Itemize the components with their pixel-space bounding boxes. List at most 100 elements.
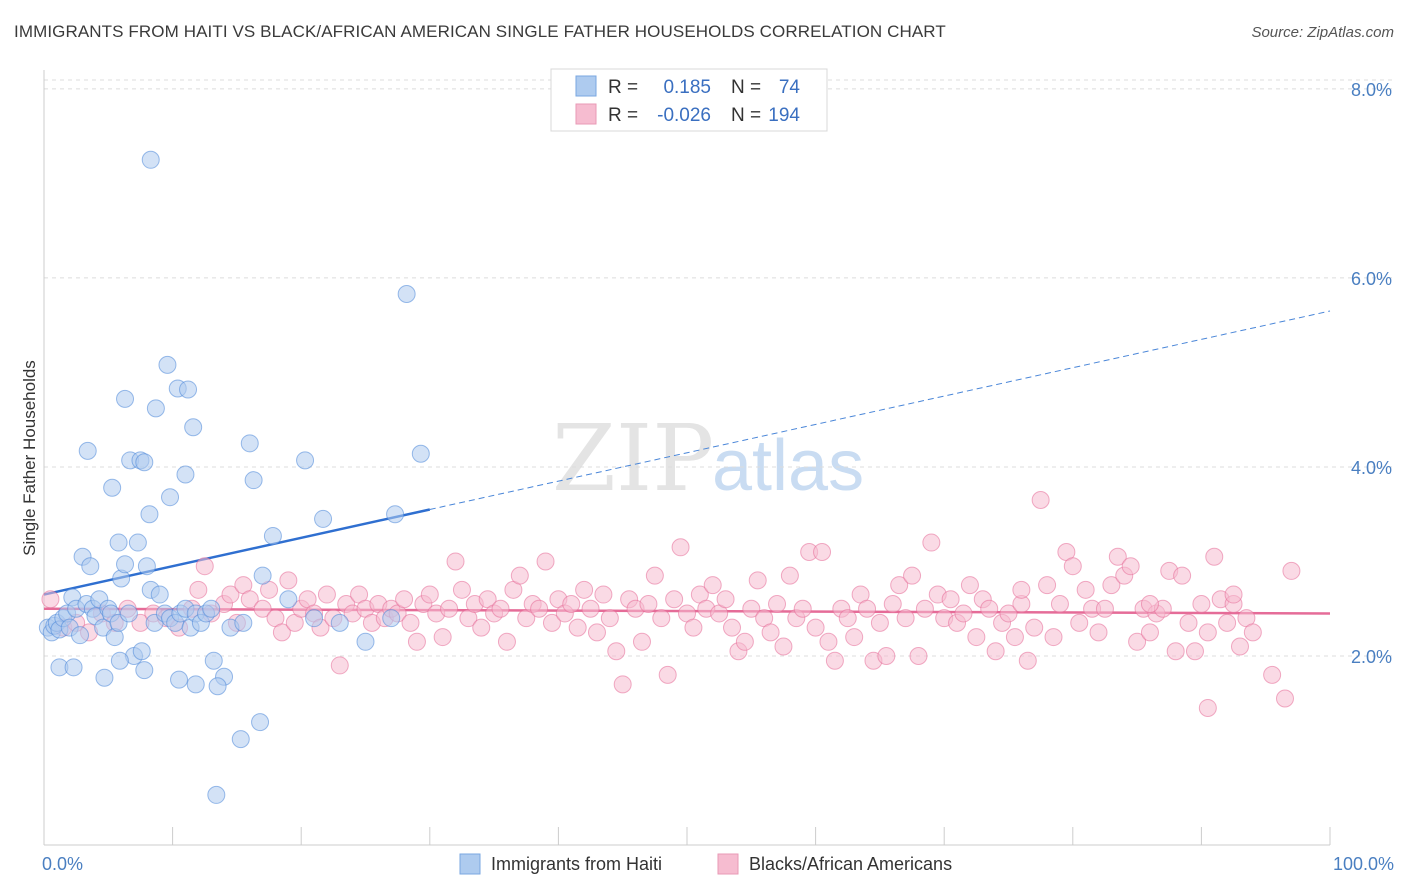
scatter-point: [652, 609, 671, 628]
scatter-point: [1076, 580, 1095, 599]
scatter-point: [1224, 585, 1243, 604]
legend-r-label-haiti: R =: [608, 77, 638, 98]
scatter-point: [497, 632, 516, 651]
scatter-point: [137, 557, 156, 576]
scatter-point: [780, 566, 799, 585]
chart-title: IMMIGRANTS FROM HAITI VS BLACK/AFRICAN A…: [14, 22, 946, 41]
scatter-point: [253, 566, 272, 585]
scatter-point: [684, 618, 703, 637]
scatter-point: [542, 613, 561, 632]
scatter-point: [825, 651, 844, 670]
scatter-point: [1140, 594, 1159, 613]
scatter-point: [575, 580, 594, 599]
watermark-atlas: atlas: [712, 426, 864, 506]
scatter-point: [314, 509, 333, 528]
scatter-point: [330, 613, 349, 632]
scatter-point: [109, 533, 128, 552]
scatter-point: [671, 538, 690, 557]
scatter-point: [1166, 642, 1185, 661]
scatter-point: [240, 434, 259, 453]
scatter-point: [170, 670, 189, 689]
scatter-point: [1243, 623, 1262, 642]
scatter-point: [195, 557, 214, 576]
legend-n-value-haiti: 74: [779, 77, 801, 98]
scatter-point: [587, 623, 606, 642]
scatter-point: [397, 284, 416, 303]
scatter-point: [78, 441, 97, 460]
legend-r-label-black: R =: [608, 105, 638, 126]
bottom-legend-swatch-black: [717, 853, 739, 875]
legend-r-value-black: -0.026: [657, 105, 711, 126]
scatter-point: [1230, 637, 1249, 656]
scatter-point: [95, 668, 114, 687]
scatter-point: [915, 599, 934, 618]
scatter-point: [742, 599, 761, 618]
scatter-point: [883, 594, 902, 613]
scatter-point: [41, 590, 60, 609]
scatter-point: [838, 609, 857, 628]
legend-swatch-haiti: [575, 75, 597, 97]
y-tick-label: 4.0%: [1351, 458, 1392, 478]
scatter-point: [119, 604, 138, 623]
legend-swatch-black: [575, 103, 597, 125]
scatter-point: [263, 526, 282, 545]
scatter-point: [1173, 566, 1192, 585]
scatter-point: [356, 632, 375, 651]
scatter-point: [658, 665, 677, 684]
legend-n-label-haiti: N =: [731, 77, 761, 98]
scatter-point: [141, 150, 160, 169]
scatter-point: [510, 566, 529, 585]
scatter-point: [116, 389, 135, 408]
scatter-point: [530, 599, 549, 618]
correlation-legend: R = 0.185 N = 74 R = -0.026 N = 194: [550, 68, 828, 132]
scatter-point: [960, 576, 979, 595]
scatter-point: [140, 505, 159, 524]
scatter-point: [922, 533, 941, 552]
scatter-point: [562, 594, 581, 613]
scatter-point: [208, 677, 227, 696]
scatter-point: [723, 618, 742, 637]
x-tick-label: 0.0%: [42, 854, 83, 874]
scatter-point: [909, 646, 928, 665]
scatter-point: [877, 646, 896, 665]
scatter-point: [132, 642, 151, 661]
scatter-point: [240, 590, 259, 609]
scatter-point: [440, 599, 459, 618]
scatter-point: [1070, 613, 1089, 632]
series-legend: Immigrants from Haiti Blacks/African Ame…: [459, 853, 952, 875]
scatter-point: [272, 623, 291, 642]
scatter-point: [941, 590, 960, 609]
scatter-point: [645, 566, 664, 585]
scatter-point: [176, 465, 195, 484]
scatter-point: [135, 661, 154, 680]
scatter-point: [967, 628, 986, 647]
scatter-point: [639, 594, 658, 613]
tick-labels: 2.0% 4.0% 6.0% 8.0% 0.0% 100.0%: [42, 80, 1394, 874]
scatter-point: [179, 380, 198, 399]
x-tick-label: 100.0%: [1333, 854, 1394, 874]
legend-r-value-haiti: 0.185: [663, 77, 711, 98]
scatter-point: [1128, 632, 1147, 651]
scatter-point: [1263, 665, 1282, 684]
scatter-point: [382, 609, 401, 628]
scatter-point: [279, 590, 298, 609]
scatter-point: [1108, 547, 1127, 566]
scatter-point: [296, 451, 315, 470]
scatter-point: [986, 642, 1005, 661]
scatter-point: [768, 594, 787, 613]
scatter-point: [221, 585, 240, 604]
scatter-point: [1063, 557, 1082, 576]
scatter-point: [433, 628, 452, 647]
scatter-point: [184, 418, 203, 437]
scatter-point: [806, 618, 825, 637]
scatter-point: [1205, 547, 1224, 566]
scatter-point: [158, 355, 177, 374]
scatter-point: [146, 399, 165, 418]
scatter-point: [1089, 623, 1108, 642]
scatter-point: [665, 590, 684, 609]
scatter-point: [594, 585, 613, 604]
scatter-point: [632, 632, 651, 651]
scatter-point: [1218, 613, 1237, 632]
scatter-point: [748, 571, 767, 590]
